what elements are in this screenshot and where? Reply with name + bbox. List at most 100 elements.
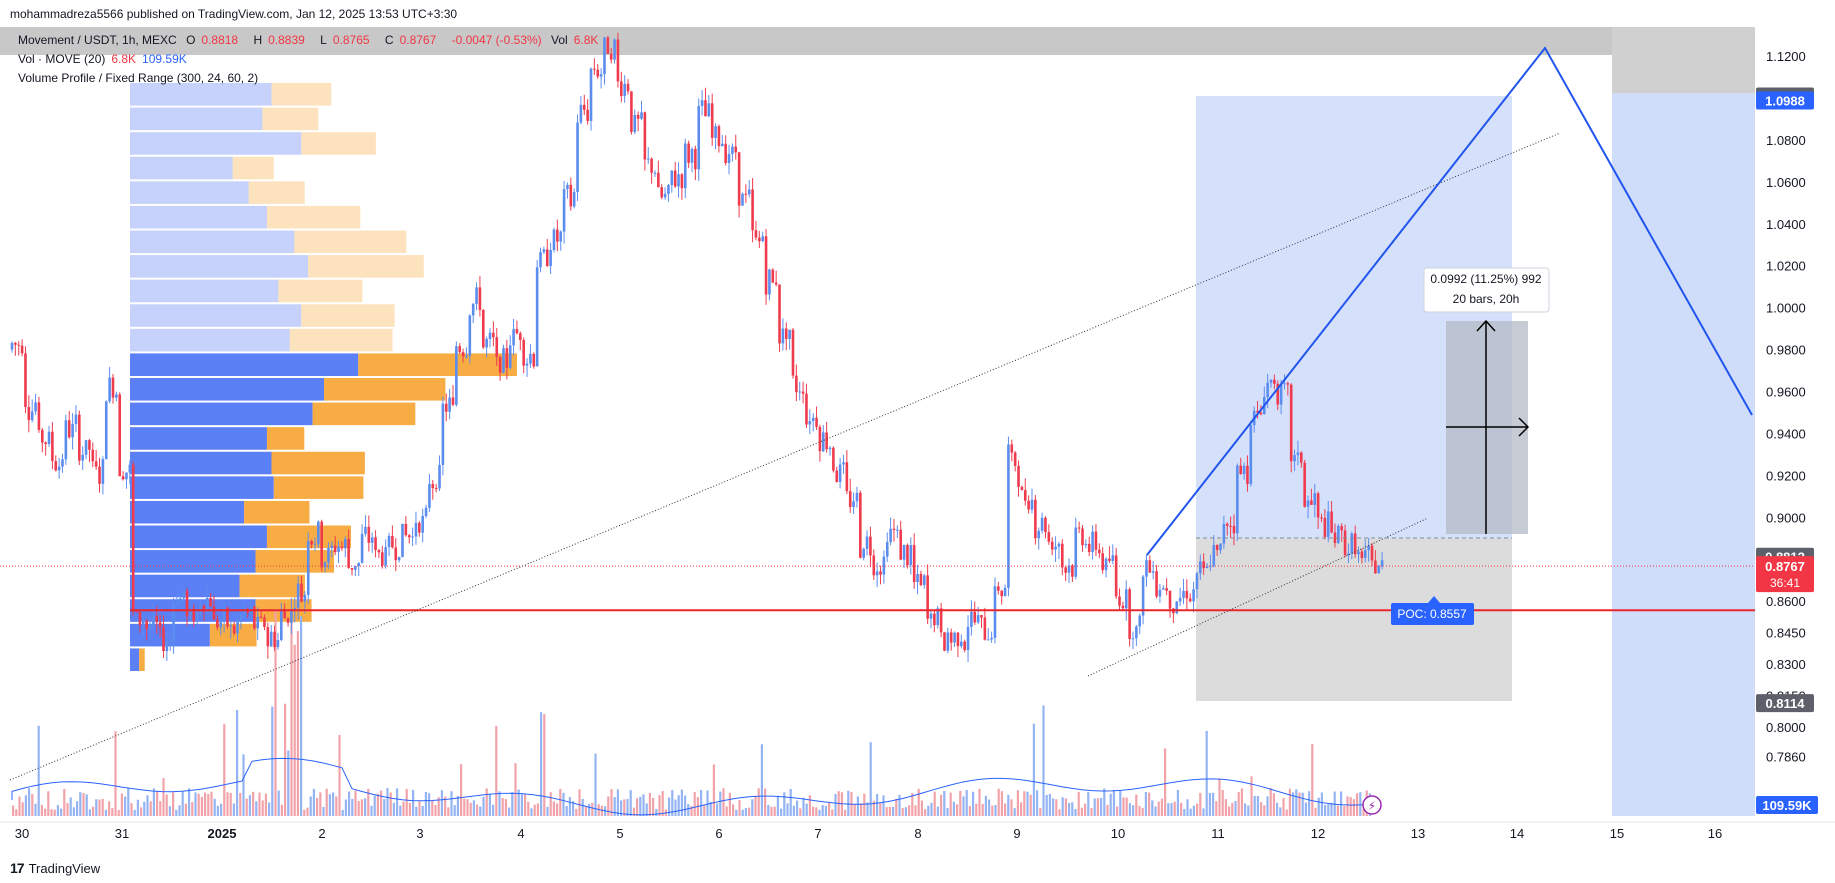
- volume-profile-legend[interactable]: Volume Profile / Fixed Range (300, 24, 6…: [18, 71, 259, 85]
- candle-body: [256, 616, 260, 629]
- candle-body: [313, 543, 317, 545]
- candle-body: [872, 555, 876, 576]
- candle-body: [1017, 465, 1020, 487]
- candle-body: [1256, 410, 1259, 413]
- volume-bar: [380, 790, 383, 816]
- candle-body: [434, 488, 438, 490]
- volume-bar: [687, 804, 690, 816]
- candle-body: [421, 515, 424, 533]
- volume-indicator-legend[interactable]: Vol · MOVE (20) 6.8K 109.59K: [18, 52, 187, 66]
- candle-body: [1161, 588, 1165, 590]
- vp-row-down: [271, 83, 332, 106]
- candle-body: [949, 632, 953, 643]
- candle-body: [788, 329, 791, 339]
- volume-bar: [24, 795, 27, 816]
- vp-row-down: [239, 574, 305, 598]
- volume-bar: [482, 796, 485, 816]
- volume-bar: [303, 809, 306, 816]
- time-tick-label: 9: [1013, 826, 1020, 841]
- candle-body: [933, 613, 936, 626]
- candle-body: [855, 492, 859, 502]
- volume-bar: [421, 805, 424, 816]
- time-tick-label: 10: [1111, 826, 1125, 841]
- volume-bar: [815, 807, 818, 816]
- volume-bar: [1276, 802, 1279, 816]
- candle-body: [997, 586, 1000, 591]
- candle-body: [673, 170, 677, 187]
- volume-bar: [117, 809, 120, 816]
- volume-bar: [796, 800, 799, 816]
- candle-body: [1023, 490, 1027, 501]
- volume-bar: [901, 808, 904, 816]
- volume-bar: [159, 801, 162, 816]
- candle-body: [852, 501, 855, 507]
- volume-bar: [53, 809, 56, 816]
- symbol-name[interactable]: Movement / USDT, 1h, MEXC: [18, 33, 177, 47]
- volume-bar: [895, 798, 898, 816]
- vp-row-down: [312, 402, 416, 426]
- candle-body: [1091, 531, 1094, 553]
- volume-bar: [1199, 792, 1202, 816]
- candle-body: [899, 529, 903, 560]
- volume-bar: [1180, 802, 1183, 816]
- candle-body: [556, 229, 559, 242]
- candle-body: [397, 557, 401, 561]
- volume-bar: [236, 710, 239, 816]
- candle-body: [61, 459, 64, 467]
- candle-body: [714, 126, 717, 138]
- volume-bars: [11, 609, 1373, 816]
- volume-bar: [181, 791, 184, 816]
- candle-body: [650, 158, 653, 173]
- candle-body: [566, 184, 569, 190]
- candle-body: [1326, 511, 1330, 537]
- candle-body: [869, 536, 872, 556]
- vp-row-up: [130, 500, 245, 524]
- candle-body: [808, 421, 812, 425]
- volume-bar: [927, 805, 930, 816]
- volume-bar: [60, 808, 63, 816]
- volume-bar: [1340, 791, 1343, 816]
- candle-body: [1350, 533, 1354, 554]
- vp-row-down: [248, 181, 305, 204]
- candle-body: [545, 249, 549, 266]
- volume-bar: [495, 725, 498, 816]
- candle-body: [821, 432, 825, 452]
- volume-bar: [684, 795, 687, 816]
- volume-bar: [12, 805, 15, 816]
- price-tag-2-box: [1756, 91, 1814, 110]
- volume-bar: [757, 788, 760, 816]
- volume-bar: [1295, 789, 1298, 816]
- candle-body: [562, 189, 566, 232]
- candle-body: [91, 449, 95, 462]
- candle-body: [367, 526, 371, 543]
- tradingview-brand[interactable]: 17 TradingView: [10, 860, 101, 876]
- candle-body: [859, 492, 862, 558]
- candle-body: [572, 191, 576, 207]
- volume-bar: [962, 796, 965, 816]
- volume-bar: [1026, 791, 1029, 816]
- candle-body: [835, 470, 839, 482]
- volume-bar: [40, 804, 43, 816]
- candle-body: [300, 583, 303, 602]
- candle-body: [121, 476, 125, 480]
- volume-bar: [712, 764, 715, 816]
- volume-bar: [1061, 797, 1064, 816]
- candle-body: [444, 403, 448, 412]
- volume-bar: [821, 805, 824, 816]
- candle-body: [47, 431, 51, 445]
- candle-body: [391, 535, 394, 548]
- volume-bar: [325, 788, 328, 816]
- candle-body: [242, 609, 246, 615]
- candle-body: [333, 545, 337, 553]
- volume-bar: [1304, 802, 1307, 816]
- vp-row-down: [324, 378, 446, 401]
- candle-body: [1246, 465, 1249, 484]
- volume-bar: [642, 794, 645, 816]
- price-tag-4-box: [1756, 694, 1814, 713]
- time-tick-label: 5: [616, 826, 623, 841]
- candle-body: [960, 641, 963, 647]
- candle-body: [212, 606, 216, 620]
- channel-line-lower: [1087, 517, 1429, 677]
- volume-bar: [741, 809, 744, 816]
